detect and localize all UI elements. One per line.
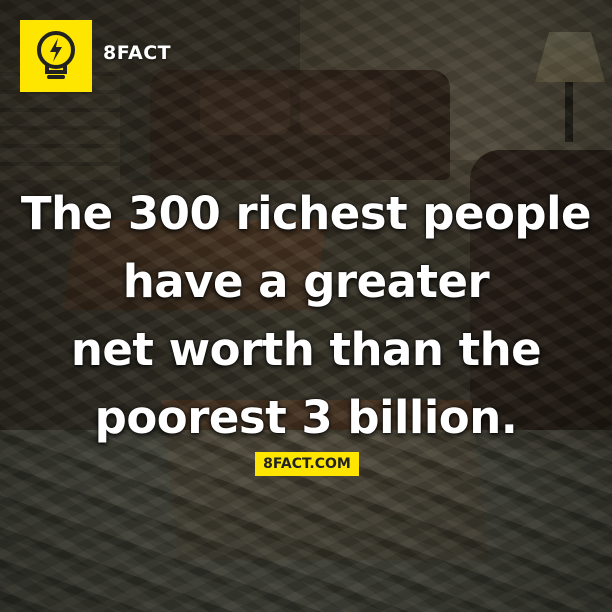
brand-name: 8FACT — [103, 42, 172, 64]
brand-logo — [20, 20, 92, 92]
headline-line: net worth than the — [70, 323, 542, 376]
fact-headline: The 300 richest people have a greater ne… — [20, 180, 592, 452]
headline-line: poorest 3 billion. — [94, 391, 518, 444]
headline-line: have a greater — [122, 255, 490, 308]
headline-line: The 300 richest people — [20, 187, 592, 240]
website-url[interactable]: 8FACT.COM — [255, 452, 359, 476]
lightbulb-lightning-icon — [37, 31, 75, 79]
